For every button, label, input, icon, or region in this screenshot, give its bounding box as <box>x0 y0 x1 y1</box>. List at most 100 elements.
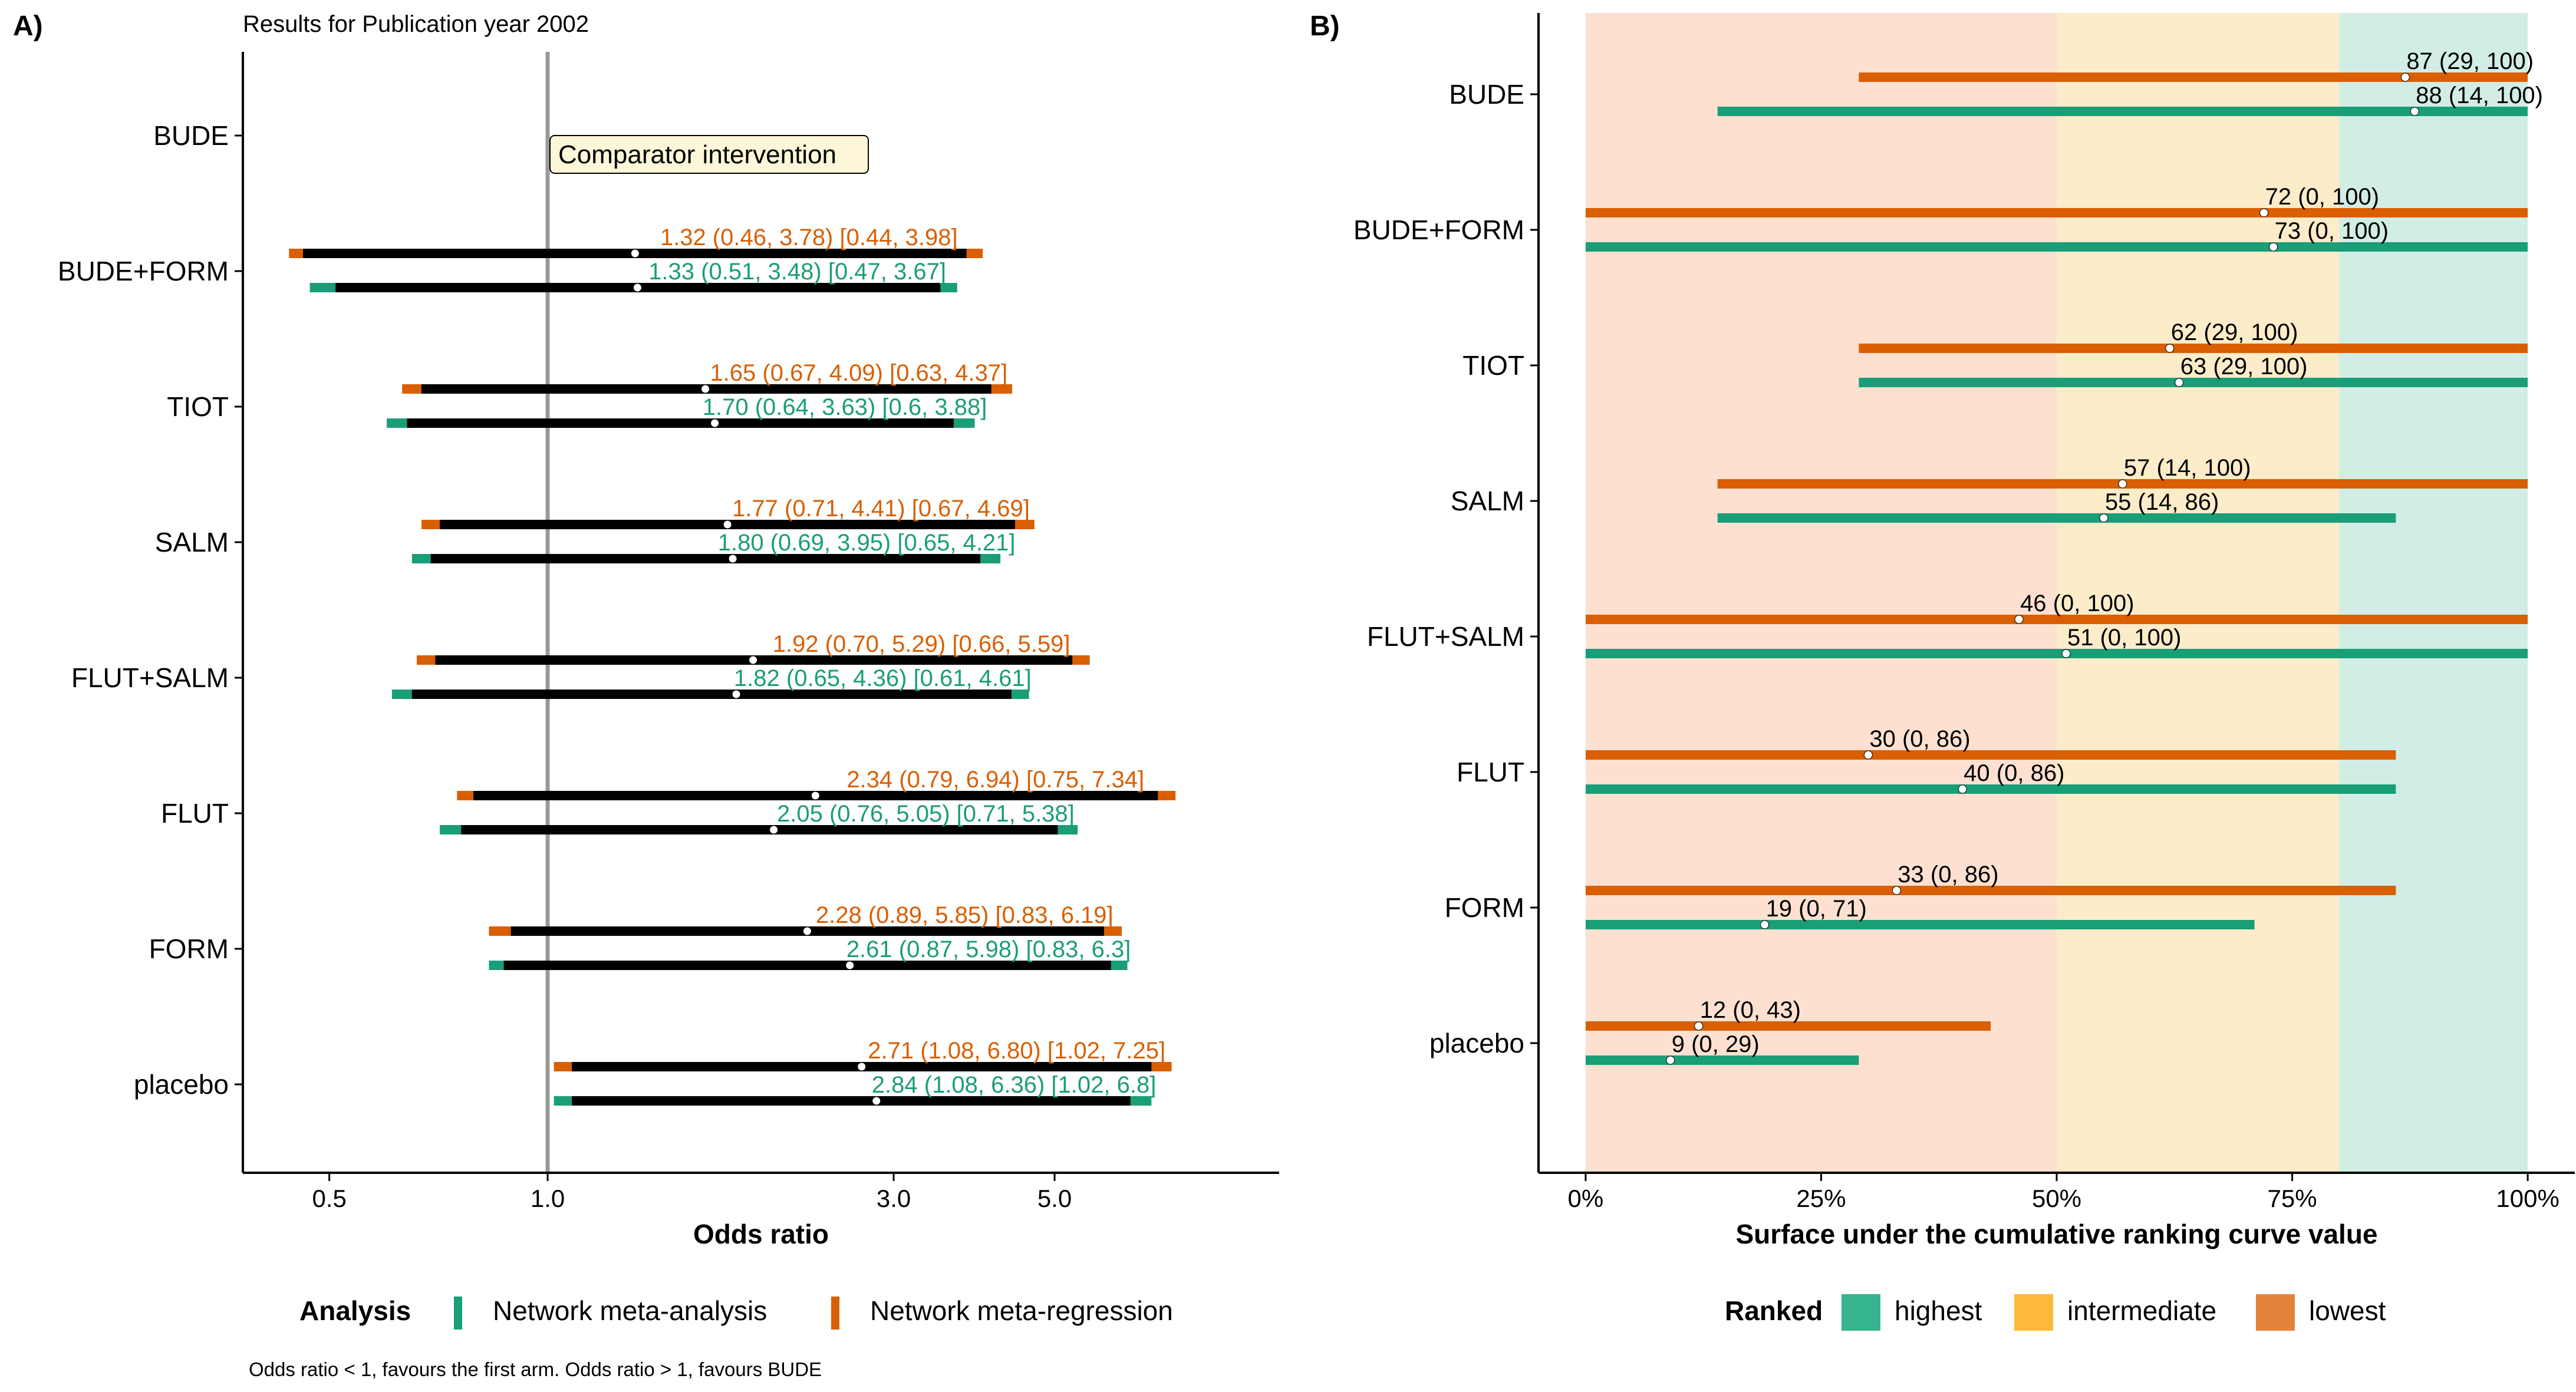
sucra-series-network-meta-analysis: 88 (14, 100) 73 (0, 100) 63 (29, 100) 55 (1… <box>1585 83 2543 1065</box>
sucra-y-label-bude-form: BUDE+FORM <box>1353 215 1524 245</box>
sucra-x-axis-title: Surface under the cumulative ranking cur… <box>1735 1219 2377 1249</box>
sucra-label: 63 (29, 100) <box>2180 354 2308 380</box>
forest-x-tick-label: 0.5 <box>312 1185 346 1212</box>
sucra-value-bude-form: 73 (0, 100) <box>1585 218 2528 252</box>
forest-estimate-tiot: 1.65 (0.67, 4.09) [0.63, 4.37] <box>402 360 1013 394</box>
forest-y-label-bude-form: BUDE+FORM <box>58 256 229 286</box>
forest-estimate-bude-form: 1.32 (0.46, 3.78) [0.44, 3.98] <box>289 225 983 258</box>
forest-series-network-meta-analysis: 1.33 (0.51, 3.48) [0.47, 3.67] 1.70 (0.64… <box>309 259 1157 1106</box>
forest-y-label-flut: FLUT <box>161 798 229 829</box>
legend-label: intermediate <box>2067 1295 2216 1326</box>
legend-item-highest: highest <box>1842 1294 1982 1331</box>
sucra-x-tick-label: 0% <box>1568 1185 1604 1212</box>
sucra-x-tick-label: 75% <box>2268 1185 2317 1212</box>
forest-plot-panel: A) Results for Publication year 2002 Com… <box>13 11 1279 1249</box>
comparator-label: Comparator intervention <box>549 135 869 174</box>
sucra-point <box>1666 1055 1675 1065</box>
estimate-label: 1.82 (0.65, 4.36) [0.61, 4.61] <box>734 665 1032 691</box>
sucra-label: 12 (0, 43) <box>1700 997 1801 1023</box>
estimate-label: 2.71 (1.08, 6.80) [1.02, 7.25] <box>868 1038 1165 1064</box>
point-estimate <box>811 791 820 800</box>
legend-swatch <box>2256 1294 2295 1331</box>
analysis-legend: Analysis Network meta-analysis Network me… <box>299 1295 1173 1330</box>
point-estimate <box>630 249 640 258</box>
estimate-label: 1.65 (0.67, 4.09) [0.63, 4.37] <box>710 360 1007 386</box>
forest-y-label-tiot: TIOT <box>167 391 229 422</box>
sucra-label: 33 (0, 86) <box>1898 862 1998 888</box>
forest-estimate-flut: 2.34 (0.79, 6.94) [0.75, 7.34] <box>457 767 1176 800</box>
legend-item-network-meta-regression: Network meta-regression <box>831 1295 1173 1330</box>
estimate-label: 1.92 (0.70, 5.29) [0.66, 5.59] <box>773 631 1070 657</box>
estimate-label: 1.32 (0.46, 3.78) [0.44, 3.98] <box>660 225 958 250</box>
point-estimate <box>872 1096 881 1106</box>
sucra-y-label-tiot: TIOT <box>1462 350 1524 381</box>
sucra-value-form: 33 (0, 86) <box>1585 862 2396 895</box>
forest-y-label-salm: SALM <box>155 527 229 558</box>
sucra-value-flut: 40 (0, 86) <box>1585 760 2396 794</box>
sucra-point <box>1892 886 1901 895</box>
sucra-point <box>2118 479 2127 489</box>
legend-key <box>454 1297 462 1330</box>
point-estimate <box>802 926 812 936</box>
point-estimate <box>769 825 779 834</box>
sucra-point <box>2175 378 2184 387</box>
forest-estimate-placebo: 2.71 (1.08, 6.80) [1.02, 7.25] <box>554 1038 1172 1071</box>
forest-estimate-flut-salm: 1.82 (0.65, 4.36) [0.61, 4.61] <box>391 665 1032 699</box>
sucra-bars-area: 87 (29, 100) 72 (0, 100) 62 (29, 100) 57 (1… <box>1585 48 2543 1065</box>
ranking-zones <box>1585 13 2528 1173</box>
legend-item-network-meta-analysis: Network meta-analysis <box>454 1295 767 1330</box>
sucra-label: 55 (14, 86) <box>2105 489 2219 515</box>
footnote: Odds ratio < 1, favours the first arm. O… <box>249 1358 822 1380</box>
sucra-label: 30 (0, 86) <box>1869 726 1970 752</box>
estimate-label: 2.61 (0.87, 5.98) [0.83, 6.3] <box>846 936 1131 962</box>
sucra-label: 9 (0, 29) <box>1672 1031 1760 1057</box>
sucra-label: 72 (0, 100) <box>2265 184 2379 210</box>
sucra-point <box>2061 649 2071 658</box>
estimate-label: 2.84 (1.08, 6.36) [1.02, 6.8] <box>872 1072 1157 1098</box>
point-estimate <box>728 554 737 563</box>
legend-label: Network meta-analysis <box>493 1295 767 1326</box>
legend-swatch <box>2014 1294 2053 1331</box>
sucra-y-label-form: FORM <box>1445 892 1524 923</box>
comparator-label-box <box>549 135 869 174</box>
point-estimate <box>710 418 720 428</box>
forest-y-label-form: FORM <box>149 934 229 964</box>
legend-swatch <box>1842 1294 1880 1331</box>
point-estimate <box>723 520 732 529</box>
sucra-y-label-bude: BUDE <box>1449 79 1524 110</box>
forest-estimate-salm: 1.80 (0.69, 3.95) [0.65, 4.21] <box>411 530 1016 563</box>
estimate-label: 1.77 (0.71, 4.41) [0.67, 4.69] <box>732 496 1030 522</box>
sucra-x-ticks: 0% 25% 50% 75% 100% <box>1568 1173 2559 1212</box>
sucra-point <box>2410 107 2419 116</box>
estimate-label: 1.70 (0.64, 3.63) [0.6, 3.88] <box>703 394 987 420</box>
forest-y-label-bude: BUDE <box>153 120 229 151</box>
legend-label: Network meta-regression <box>870 1295 1173 1326</box>
sucra-point <box>2269 242 2278 252</box>
sucra-value-flut-salm: 51 (0, 100) <box>1585 625 2528 658</box>
sucra-y-label-flut: FLUT <box>1457 757 1524 787</box>
sucra-panel: B) 87 (29, 100) 72 (0, 100) 62 (29, 100) 57… <box>1310 11 2575 1249</box>
panel-a-subtitle: Results for Publication year 2002 <box>243 11 589 37</box>
sucra-label: 46 (0, 100) <box>2020 591 2134 616</box>
sucra-label: 40 (0, 86) <box>1964 760 2064 786</box>
sucra-value-bude: 88 (14, 100) <box>1717 83 2543 116</box>
point-estimate <box>749 655 758 665</box>
point-estimate <box>732 690 741 699</box>
legend-label: lowest <box>2309 1295 2386 1326</box>
panel-a-tag: A) <box>13 11 43 42</box>
legend-label: highest <box>1895 1295 1982 1326</box>
estimate-label: 1.80 (0.69, 3.95) [0.65, 4.21] <box>718 530 1016 556</box>
zone-lowest <box>1585 13 2057 1173</box>
sucra-point <box>2014 615 2024 624</box>
zone-highest <box>2339 13 2528 1173</box>
forest-estimate-form: 2.61 (0.87, 5.98) [0.83, 6.3] <box>489 936 1131 970</box>
sucra-value-bude-form: 72 (0, 100) <box>1585 184 2528 217</box>
legend-item-lowest: lowest <box>2256 1294 2386 1331</box>
forest-estimate-salm: 1.77 (0.71, 4.41) [0.67, 4.69] <box>421 496 1035 529</box>
forest-x-tick-label: 1.0 <box>531 1185 565 1212</box>
sucra-label: 19 (0, 71) <box>1766 896 1867 922</box>
ranked-legend: Ranked highest intermediate lowest <box>1725 1294 2386 1331</box>
point-estimate <box>633 283 642 292</box>
sucra-value-salm: 55 (14, 86) <box>1717 489 2396 523</box>
